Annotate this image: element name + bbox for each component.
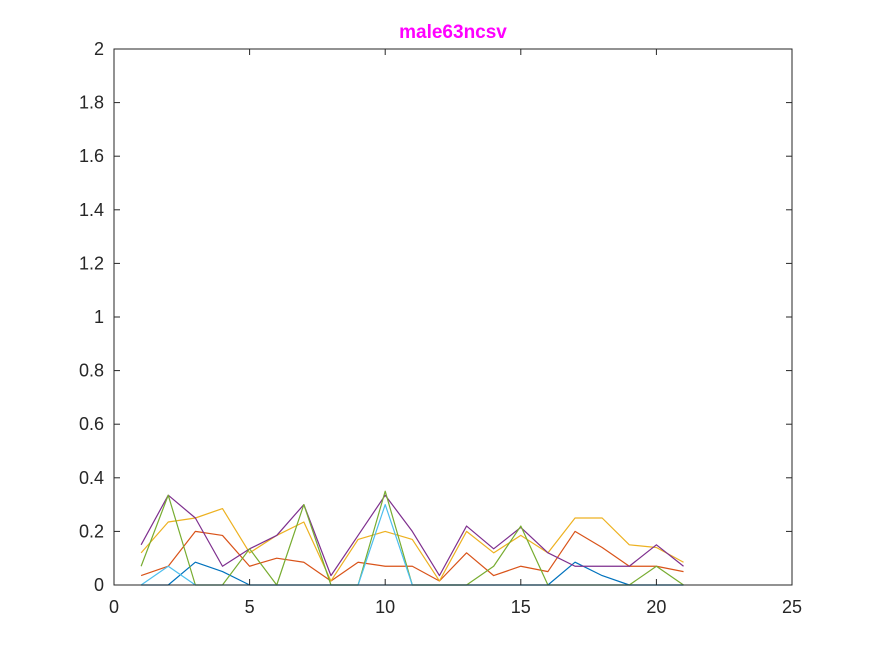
series-lines (140, 490, 684, 586)
y-tick-label: 2 (94, 39, 104, 59)
series-line-3 (140, 508, 684, 582)
series-line-6 (140, 504, 684, 586)
y-tick-label: 0.2 (79, 521, 104, 541)
y-tick-labels: 0 0.2 0.4 0.6 0.8 1 1.2 1.4 1.6 1.8 2 (79, 39, 104, 595)
y-tick-label: 0.4 (79, 468, 104, 488)
y-tick-label: 1.2 (79, 253, 104, 273)
x-tick-label: 0 (109, 597, 119, 617)
y-tick-label: 1.6 (79, 146, 104, 166)
x-tick-label: 15 (511, 597, 531, 617)
x-tick-label: 25 (782, 597, 802, 617)
y-tick-label: 0.8 (79, 361, 104, 381)
series-line-2 (140, 530, 684, 582)
x-tick-label: 10 (375, 597, 395, 617)
x-tick-label: 5 (245, 597, 255, 617)
x-tick-label: 20 (646, 597, 666, 617)
axes-box (113, 48, 793, 586)
series-line-5 (140, 490, 684, 586)
y-tick-label: 0.6 (79, 414, 104, 434)
x-tick-labels: 0 5 10 15 20 25 (109, 597, 802, 617)
y-tick-label: 0 (94, 575, 104, 595)
series-line-4 (140, 494, 684, 577)
y-tick-label: 1 (94, 307, 104, 327)
axis-ticks (113, 48, 793, 586)
chart-title: male63ncsv (399, 22, 507, 43)
y-tick-label: 1.8 (79, 93, 104, 113)
y-tick-label: 1.4 (79, 200, 104, 220)
